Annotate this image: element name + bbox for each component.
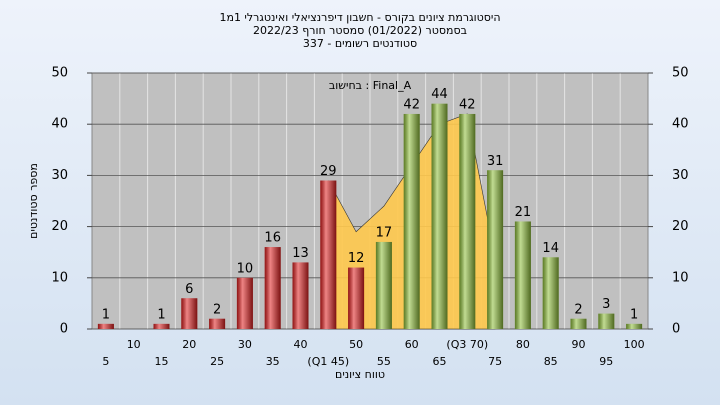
chart-subtitle: סטודנטים רשומים - 337 — [303, 37, 417, 50]
x-tick-label: 15 — [155, 355, 169, 368]
x-tick-label: (Q3 70) — [446, 338, 488, 351]
bar-shade — [542, 257, 559, 329]
chart-title: היסטוגרמת ציונים בקורס - חשבון דיפרנציאל… — [219, 11, 500, 24]
value-label: 17 — [376, 225, 393, 240]
x-tick-label: 100 — [624, 338, 645, 351]
y-tick-label: 10 — [51, 270, 68, 285]
x-tick-label: 65 — [433, 355, 447, 368]
y2-tick-label: 50 — [672, 66, 689, 81]
y2-tick-label: 10 — [672, 270, 689, 285]
y2-tick-label: 40 — [672, 117, 689, 132]
value-label: 31 — [487, 154, 504, 169]
bar-shade — [209, 318, 226, 329]
x-tick-label: 80 — [516, 338, 530, 351]
value-label: 1 — [102, 307, 110, 322]
bar-shade — [320, 180, 337, 329]
x-tick-label: 55 — [377, 355, 391, 368]
x-axis-label: טווח ציונים — [335, 368, 385, 381]
y2-tick-label: 20 — [672, 219, 689, 234]
value-label: 2 — [574, 302, 582, 317]
value-label: 16 — [264, 231, 281, 246]
x-tick-label: 30 — [238, 338, 252, 351]
value-label: 42 — [403, 97, 420, 112]
x-tick-label: 75 — [488, 355, 502, 368]
value-label: 1 — [157, 307, 165, 322]
x-tick-label: 10 — [127, 338, 141, 351]
annotation: בחישוב : Final_A — [329, 79, 412, 92]
bar-shade — [431, 103, 448, 329]
bar-shade — [570, 318, 587, 329]
value-label: 14 — [542, 241, 559, 256]
bar-shade — [403, 113, 420, 330]
value-label: 10 — [237, 261, 254, 276]
bar-shade — [97, 323, 114, 329]
bar-shade — [375, 241, 392, 329]
bar-shade — [153, 323, 170, 329]
x-tick-label: 90 — [572, 338, 586, 351]
bar-shade — [348, 267, 365, 329]
y-tick-label: 20 — [51, 219, 68, 234]
value-label: 42 — [459, 97, 476, 112]
value-label: 29 — [320, 164, 337, 179]
value-label: 21 — [515, 205, 532, 220]
bar-shade — [487, 170, 504, 329]
value-label: 44 — [431, 87, 448, 102]
bar-shade — [626, 323, 643, 329]
bar-shade — [236, 277, 253, 329]
x-tick-label: 50 — [349, 338, 363, 351]
value-label: 12 — [348, 251, 365, 266]
value-label: 13 — [292, 246, 309, 261]
x-tick-label: 40 — [294, 338, 308, 351]
x-tick-label: 60 — [405, 338, 419, 351]
y2-tick-label: 30 — [672, 168, 689, 183]
bar-shade — [514, 221, 531, 329]
x-tick-label: 5 — [102, 355, 109, 368]
x-tick-label: 20 — [182, 338, 196, 351]
value-label: 2 — [213, 302, 221, 317]
chart-subtitle: בסמסטר (01/2022) סמסטר חורף 2022/23 — [253, 24, 467, 37]
y-tick-label: 30 — [51, 168, 68, 183]
y-tick-label: 50 — [51, 66, 68, 81]
y-tick-label: 0 — [60, 322, 68, 337]
y-axis-label: מספר סטודנטים — [27, 163, 40, 239]
x-tick-label: 35 — [266, 355, 280, 368]
y2-tick-label: 0 — [672, 322, 680, 337]
bar-shade — [181, 298, 198, 329]
bar-shade — [598, 313, 615, 329]
y-tick-label: 40 — [51, 117, 68, 132]
x-tick-label: (Q1 45) — [307, 355, 349, 368]
value-label: 1 — [630, 307, 638, 322]
x-tick-label: 85 — [544, 355, 558, 368]
bar-shade — [459, 113, 476, 330]
x-tick-label: 95 — [599, 355, 613, 368]
value-label: 6 — [185, 282, 193, 297]
bar-shade — [264, 247, 281, 329]
bar-shade — [292, 262, 309, 329]
x-tick-label: 25 — [210, 355, 224, 368]
value-label: 3 — [602, 297, 610, 312]
